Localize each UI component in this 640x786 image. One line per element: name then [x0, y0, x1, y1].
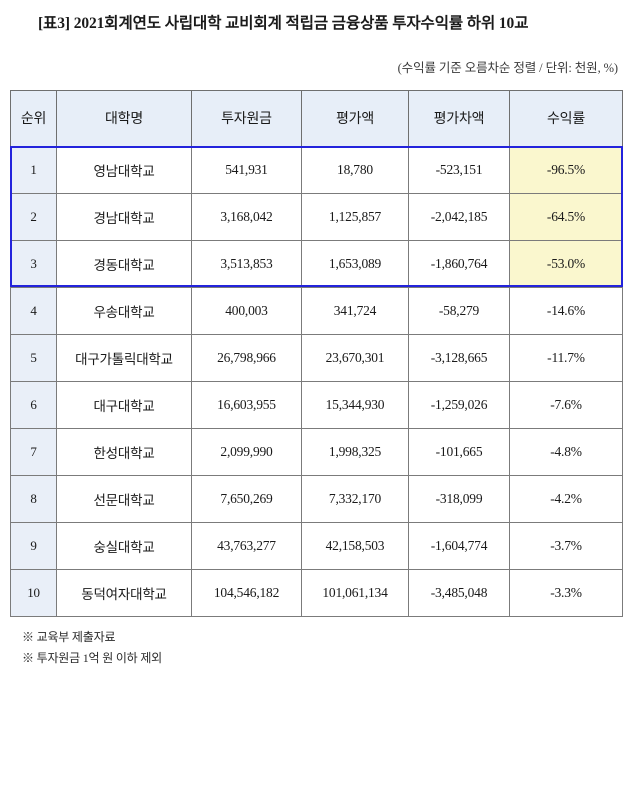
cell-valuation: 341,724 [301, 286, 409, 335]
cell-difference: -1,259,026 [408, 380, 510, 429]
column-header-university: 대학명 [56, 89, 192, 147]
cell-university: 동덕여자대학교 [56, 568, 192, 617]
column-header-valuation: 평가액 [301, 89, 409, 147]
cell-principal: 3,168,042 [191, 192, 302, 241]
cell-valuation: 1,998,325 [301, 427, 409, 476]
cell-principal: 104,546,182 [191, 568, 302, 617]
column-header-principal: 투자원금 [191, 89, 302, 147]
cell-difference: -318,099 [408, 474, 510, 523]
cell-rate: -7.6% [509, 380, 623, 429]
table-body: 1 영남대학교 541,931 18,780 -523,151 -96.5% 2 경남대학교 3… [10, 145, 623, 617]
table-header-row: 순위 대학명 투자원금 평가액 평가차액 수익률 [10, 89, 623, 147]
cell-difference: -2,042,185 [408, 192, 510, 241]
column-header-difference: 평가차액 [408, 89, 510, 147]
cell-rank: 2 [10, 192, 57, 241]
table-row: 1 영남대학교 541,931 18,780 -523,151 -96.5% [10, 145, 623, 194]
cell-difference: -58,279 [408, 286, 510, 335]
page-title: [표3] 2021회계연도 사립대학 교비회계 적립금 금융상품 투자수익률 하… [38, 15, 529, 32]
cell-rate: -64.5% [509, 192, 623, 241]
cell-rank: 3 [10, 239, 57, 288]
cell-principal: 400,003 [191, 286, 302, 335]
cell-rate: -14.6% [509, 286, 623, 335]
cell-rate: -4.2% [509, 474, 623, 523]
cell-university: 선문대학교 [56, 474, 192, 523]
table-row: 8 선문대학교 7,650,269 7,332,170 -318,099 -4.2% [10, 474, 623, 523]
cell-rank: 9 [10, 521, 57, 570]
column-header-rate: 수익률 [509, 89, 623, 147]
table-row: 6 대구대학교 16,603,955 15,344,930 -1,259,026 -7.6… [10, 380, 623, 429]
cell-valuation: 1,125,857 [301, 192, 409, 241]
cell-rate: -96.5% [509, 145, 623, 194]
cell-rank: 4 [10, 286, 57, 335]
cell-rate: -4.8% [509, 427, 623, 476]
cell-rank: 6 [10, 380, 57, 429]
cell-rate: -3.7% [509, 521, 623, 570]
table-row: 10 동덕여자대학교 104,546,182 101,061,134 -3,485,04… [10, 568, 623, 617]
investment-return-table: 순위 대학명 투자원금 평가액 평가차액 수익률 1 영남대학교 541,931 18… [10, 89, 623, 617]
footnote-list: ※ 교육부 제출자료 ※ 투자원금 1억 원 이하 제외 [22, 627, 640, 669]
cell-rank: 1 [10, 145, 57, 194]
cell-rank: 7 [10, 427, 57, 476]
cell-principal: 43,763,277 [191, 521, 302, 570]
cell-university: 영남대학교 [56, 145, 192, 194]
cell-valuation: 101,061,134 [301, 568, 409, 617]
table-row: 2 경남대학교 3,168,042 1,125,857 -2,042,185 -64.5% [10, 192, 623, 241]
cell-difference: -1,860,764 [408, 239, 510, 288]
cell-university: 한성대학교 [56, 427, 192, 476]
cell-university: 대구가톨릭대학교 [56, 333, 192, 382]
table-unit-note: (수익률 기준 오름차순 정렬 / 단위: 천원, %) [397, 60, 618, 75]
cell-valuation: 18,780 [301, 145, 409, 194]
cell-valuation: 7,332,170 [301, 474, 409, 523]
cell-principal: 541,931 [191, 145, 302, 194]
cell-university: 우송대학교 [56, 286, 192, 335]
cell-principal: 2,099,990 [191, 427, 302, 476]
cell-principal: 3,513,853 [191, 239, 302, 288]
table-row: 4 우송대학교 400,003 341,724 -58,279 -14.6% [10, 286, 623, 335]
cell-rate: -3.3% [509, 568, 623, 617]
cell-principal: 7,650,269 [191, 474, 302, 523]
table-container: 순위 대학명 투자원금 평가액 평가차액 수익률 1 영남대학교 541,931 18… [10, 89, 623, 617]
cell-valuation: 1,653,089 [301, 239, 409, 288]
footnote: ※ 투자원금 1억 원 이하 제외 [22, 650, 163, 665]
cell-difference: -523,151 [408, 145, 510, 194]
cell-rate: -11.7% [509, 333, 623, 382]
cell-university: 대구대학교 [56, 380, 192, 429]
cell-rank: 5 [10, 333, 57, 382]
cell-difference: -101,665 [408, 427, 510, 476]
table-row: 5 대구가톨릭대학교 26,798,966 23,670,301 -3,128,665-… [10, 333, 623, 382]
cell-rank: 10 [10, 568, 57, 617]
cell-university: 숭실대학교 [56, 521, 192, 570]
cell-principal: 16,603,955 [191, 380, 302, 429]
cell-difference: -3,128,665 [408, 333, 510, 382]
cell-rank: 8 [10, 474, 57, 523]
table-header: 순위 대학명 투자원금 평가액 평가차액 수익률 [10, 89, 623, 147]
cell-rate: -53.0% [509, 239, 623, 288]
cell-university: 경동대학교 [56, 239, 192, 288]
cell-valuation: 23,670,301 [301, 333, 409, 382]
cell-principal: 26,798,966 [191, 333, 302, 382]
cell-difference: -1,604,774 [408, 521, 510, 570]
cell-valuation: 15,344,930 [301, 380, 409, 429]
column-header-rank: 순위 [10, 89, 57, 147]
footnote: ※ 교육부 제출자료 [22, 629, 116, 644]
cell-difference: -3,485,048 [408, 568, 510, 617]
table-row: 9 숭실대학교 43,763,277 42,158,503 -1,604,774 -3.7… [10, 521, 623, 570]
cell-university: 경남대학교 [56, 192, 192, 241]
table-row: 3 경동대학교 3,513,853 1,653,089 -1,860,764 -53.0% [10, 239, 623, 288]
table-row: 7 한성대학교 2,099,990 1,998,325 -101,665 -4.8% [10, 427, 623, 476]
cell-valuation: 42,158,503 [301, 521, 409, 570]
